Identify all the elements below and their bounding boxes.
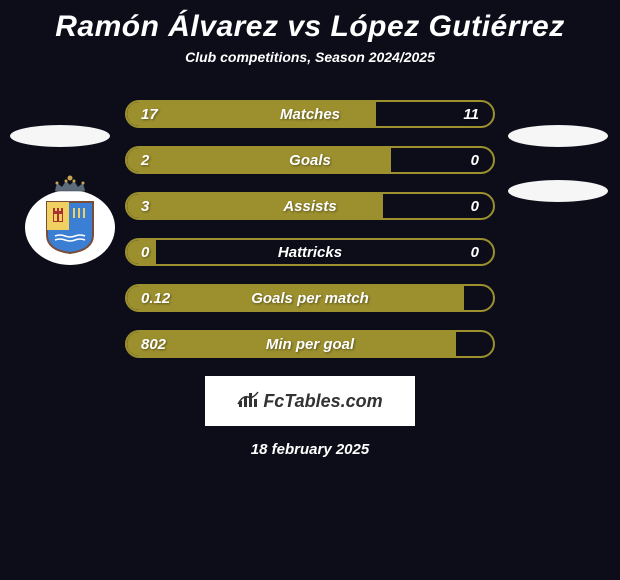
stat-left-value: 2 [127, 152, 207, 169]
stat-label: Min per goal [207, 336, 413, 353]
stat-row: 802 Min per goal [125, 330, 495, 358]
logo-text: FcTables.com [237, 389, 382, 414]
stat-right-value: 0 [413, 152, 493, 169]
stat-right-value: 0 [413, 198, 493, 215]
stat-row: 17 Matches 11 [125, 100, 495, 128]
logo-box[interactable]: FcTables.com [205, 376, 415, 426]
stat-left-value: 17 [127, 106, 207, 123]
page-subtitle: Club competitions, Season 2024/2025 [0, 49, 620, 65]
stat-label: Hattricks [207, 244, 413, 261]
stat-row: 2 Goals 0 [125, 146, 495, 174]
stat-right-value: 0 [413, 244, 493, 261]
stat-left-value: 0.12 [127, 290, 207, 307]
stat-row: 3 Assists 0 [125, 192, 495, 220]
stat-left-value: 0 [127, 244, 207, 261]
page-title: Ramón Álvarez vs López Gutiérrez [0, 0, 620, 49]
chart-icon [237, 389, 259, 414]
date-text: 18 february 2025 [10, 441, 610, 458]
logo-label: FcTables.com [263, 391, 382, 412]
stat-label: Goals per match [207, 290, 413, 307]
stat-right-value: 11 [413, 106, 493, 123]
stat-label: Goals [207, 152, 413, 169]
stat-row: 0 Hattricks 0 [125, 238, 495, 266]
stat-row: 0.12 Goals per match [125, 284, 495, 312]
stat-left-value: 3 [127, 198, 207, 215]
stat-label: Matches [207, 106, 413, 123]
stat-left-value: 802 [127, 336, 207, 353]
stat-label: Assists [207, 198, 413, 215]
stat-rows: 17 Matches 11 2 Goals 0 3 Assists 0 0 Ha… [125, 100, 495, 358]
